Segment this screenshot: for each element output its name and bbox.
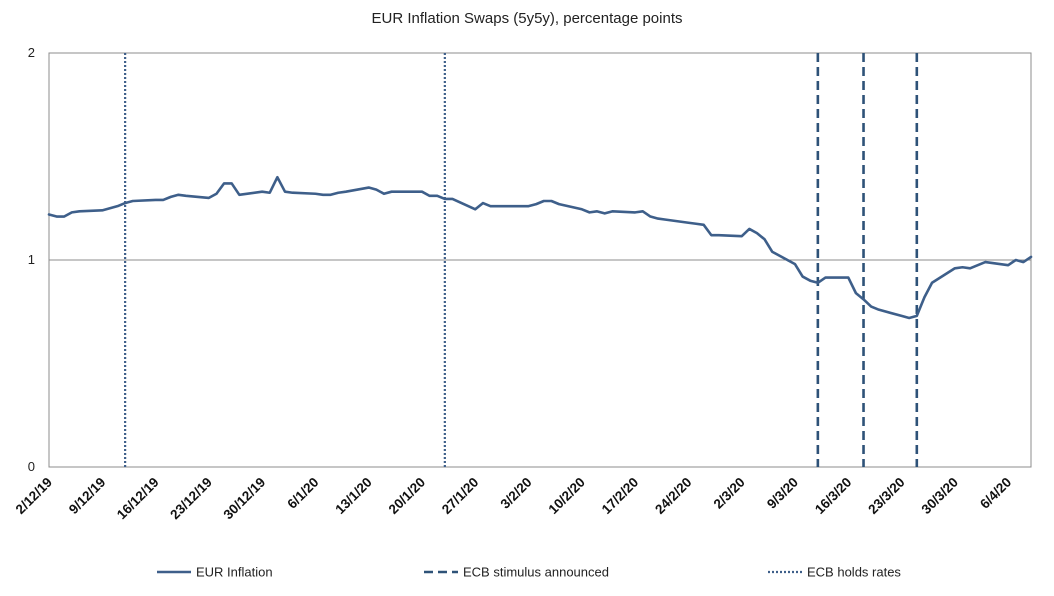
legend-label: ECB holds rates [807, 565, 901, 580]
y-tick-label: 2 [28, 45, 35, 60]
x-tick-label: 27/1/20 [439, 475, 481, 517]
y-tick-label: 0 [28, 459, 35, 474]
x-tick-label: 23/3/20 [865, 475, 907, 517]
legend: EUR Inflation ECB stimulus announced ECB h… [157, 565, 901, 580]
x-tick-label: 6/4/20 [977, 475, 1014, 512]
legend-label: ECB stimulus announced [463, 565, 609, 580]
x-tick-label: 23/12/19 [167, 475, 215, 523]
y-tick-label: 1 [28, 252, 35, 267]
x-tick-label: 30/3/20 [919, 475, 961, 517]
x-tick-label: 3/2/20 [498, 475, 535, 512]
x-tick-label: 6/1/20 [284, 475, 321, 512]
x-tick-label: 2/3/20 [711, 475, 748, 512]
x-tick-label: 2/12/19 [13, 475, 55, 517]
x-tick-label: 24/2/20 [652, 475, 694, 517]
x-tick-label: 17/2/20 [599, 475, 641, 517]
x-tick-label: 9/12/19 [66, 475, 108, 517]
x-tick-label: 16/12/19 [114, 475, 162, 523]
x-tick-label: 13/1/20 [332, 475, 374, 517]
x-tick-label: 9/3/20 [764, 475, 801, 512]
legend-label: EUR Inflation [196, 565, 273, 580]
chart-title: EUR Inflation Swaps (5y5y), percentage p… [372, 10, 683, 27]
eur-inflation-line [47, 175, 1033, 320]
plot-area: 0 1 2 2/12/19 9/12/19 16/12/19 23/12/19 30/12/1… [13, 45, 1033, 523]
x-tick-label: 20/1/20 [386, 475, 428, 517]
x-tick-label: 30/12/19 [220, 475, 268, 523]
x-tick-label: 10/2/20 [546, 475, 588, 517]
x-tick-label: 16/3/20 [812, 475, 854, 517]
